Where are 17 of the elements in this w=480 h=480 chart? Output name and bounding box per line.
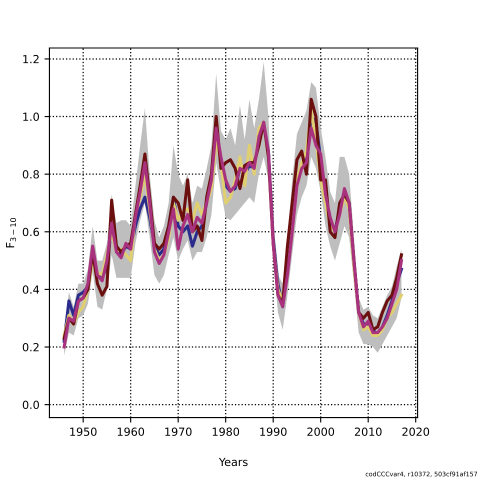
x-tick-label: 2010: [354, 428, 382, 436]
y-tick-label: 0.4: [22, 285, 40, 294]
y-axis-title: F$_{3−10}$: [6, 218, 16, 248]
y-tick-label: 0.6: [22, 228, 40, 236]
y-tick-label: 1.2: [23, 54, 39, 64]
x-axis-title: Years: [218, 458, 248, 466]
y-tick-label: 1.0: [23, 112, 39, 121]
y-tick-label: 0.0: [22, 400, 39, 410]
x-tick-label: 1980: [212, 428, 240, 436]
x-tick-label: 1960: [118, 428, 144, 436]
x-tick-label: 2020: [402, 428, 430, 436]
y-tick-label: 0.8: [22, 170, 39, 179]
x-tick-label: 1950: [70, 428, 97, 436]
y-tick-label: 0.2: [22, 342, 39, 352]
x-tick-label: 2000: [307, 428, 334, 436]
x-tick-label: 1990: [260, 428, 287, 436]
x-tick-label: 1970: [165, 428, 192, 436]
